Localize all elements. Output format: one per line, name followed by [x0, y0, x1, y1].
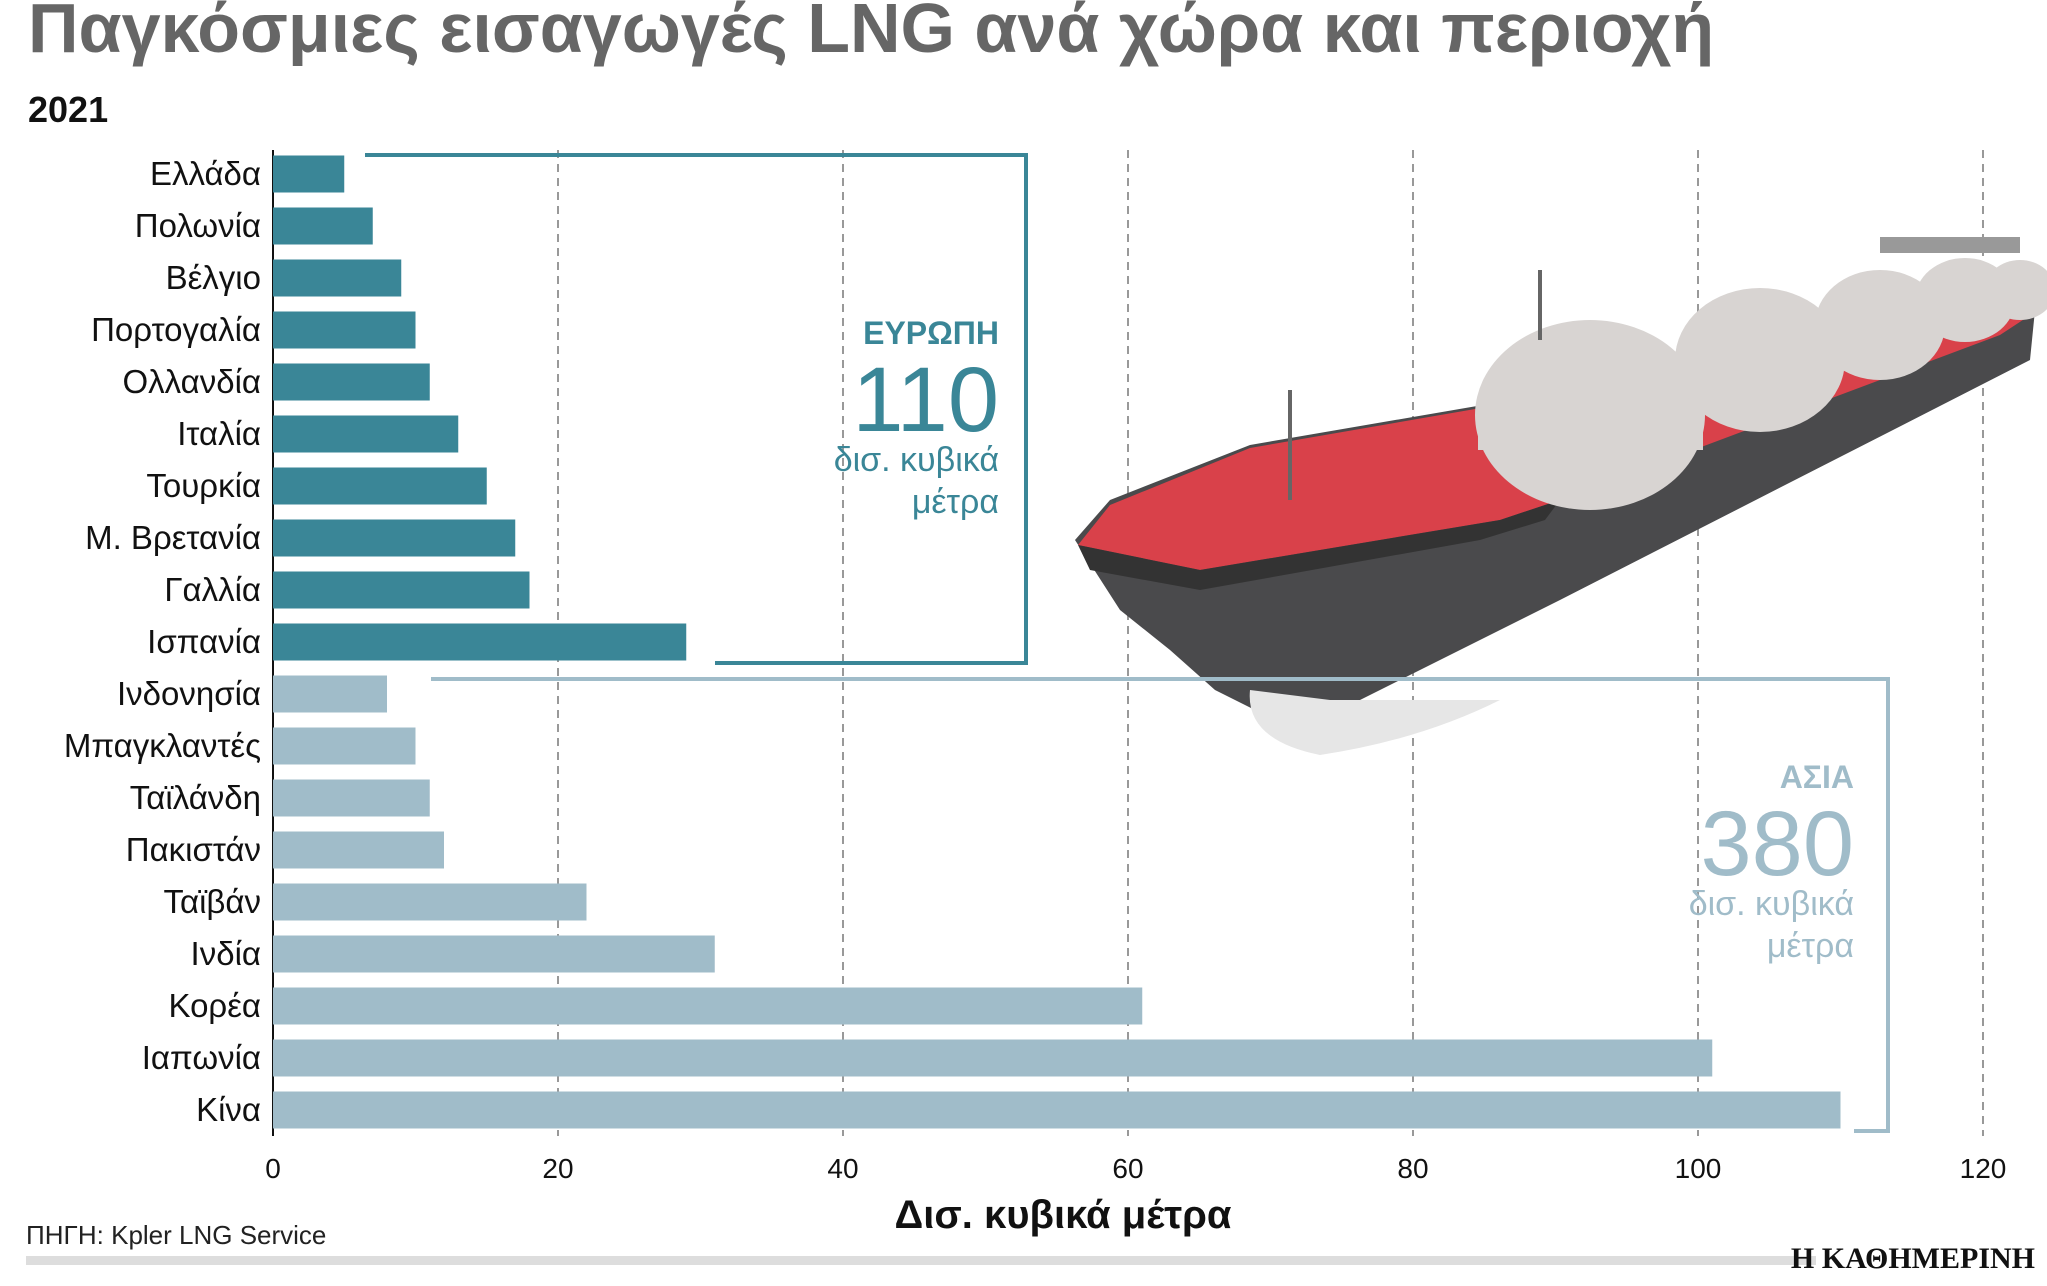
bar: [273, 1039, 1713, 1077]
ship-illustration: [1075, 237, 2047, 755]
y-tick-label: Ιταλία: [177, 415, 261, 452]
group-unit: μέτρα: [912, 483, 999, 521]
bar: [273, 571, 530, 609]
y-tick-label: Ινδονησία: [117, 675, 261, 712]
asia-bracket: [431, 677, 1890, 1133]
group-name: ΑΣΙΑ: [1780, 759, 1854, 795]
y-tick-label: Μπαγκλαντές: [64, 727, 261, 764]
y-tick-label: Ολλανδία: [122, 363, 261, 400]
x-tick-label: 20: [542, 1153, 573, 1184]
y-tick-label: Τουρκία: [146, 467, 261, 504]
y-tick-label: Γαλλία: [164, 571, 261, 608]
bar: [273, 311, 416, 349]
footer-bar: [26, 1256, 1816, 1265]
bar: [273, 727, 416, 765]
group-total: 380: [1701, 793, 1855, 895]
y-tick-label: Ελλάδα: [150, 155, 261, 192]
y-tick-label: Ινδία: [191, 935, 261, 972]
x-tick-label: 40: [827, 1153, 858, 1184]
y-tick-label: Πολωνία: [135, 207, 261, 244]
bar: [273, 883, 587, 921]
bar: [273, 779, 430, 817]
brand: Η ΚΑΘΗΜΕΡΙΝΗ: [1791, 1242, 2035, 1275]
bar: [273, 259, 402, 297]
bar: [273, 467, 487, 505]
chart-title: Παγκόσμιες εισαγωγές LNG ανά χώρα και πε…: [28, 0, 1714, 67]
group-total: 110: [852, 349, 999, 451]
source: ΠΗΓΗ: Kpler LNG Service: [26, 1220, 326, 1250]
bar: [273, 415, 459, 453]
x-tick-label: 80: [1397, 1153, 1428, 1184]
y-tick-label: Ιαπωνία: [142, 1039, 261, 1076]
group-unit: δισ. κυβικά: [1689, 885, 1854, 923]
y-tick-label: Μ. Βρετανία: [85, 519, 261, 556]
x-axis-title: Δισ. κυβικά μέτρα: [895, 1193, 1232, 1237]
y-tick-label: Πακιστάν: [126, 831, 261, 868]
y-tick-label: Ταϊλάνδη: [130, 779, 261, 816]
y-tick-label: Κίνα: [196, 1091, 261, 1128]
x-tick-label: 60: [1112, 1153, 1143, 1184]
y-tick-label: Ισπανία: [147, 623, 261, 660]
bar: [273, 207, 373, 245]
y-tick-label: Κορέα: [168, 987, 261, 1024]
group-name: ΕΥΡΩΠΗ: [863, 315, 999, 351]
y-tick-label: Βέλγιο: [166, 259, 261, 296]
y-tick-label: Ταϊβάν: [163, 883, 261, 920]
subtitle: 2021: [28, 89, 108, 130]
x-tick-label: 120: [1960, 1153, 2007, 1184]
bar: [273, 519, 516, 557]
bar: [273, 1091, 1841, 1129]
bar: [273, 987, 1143, 1025]
bar: [273, 831, 444, 869]
bar: [273, 675, 387, 713]
y-tick-label: Πορτογαλία: [91, 311, 261, 348]
x-tick-label: 100: [1675, 1153, 1722, 1184]
bar: [273, 155, 345, 193]
group-unit: μέτρα: [1767, 927, 1854, 965]
bar: [273, 363, 430, 401]
x-tick-label: 0: [265, 1153, 281, 1184]
europe-bracket: [365, 153, 1028, 665]
group-unit: δισ. κυβικά: [834, 441, 999, 479]
bar: [273, 935, 715, 973]
bar: [273, 623, 687, 661]
